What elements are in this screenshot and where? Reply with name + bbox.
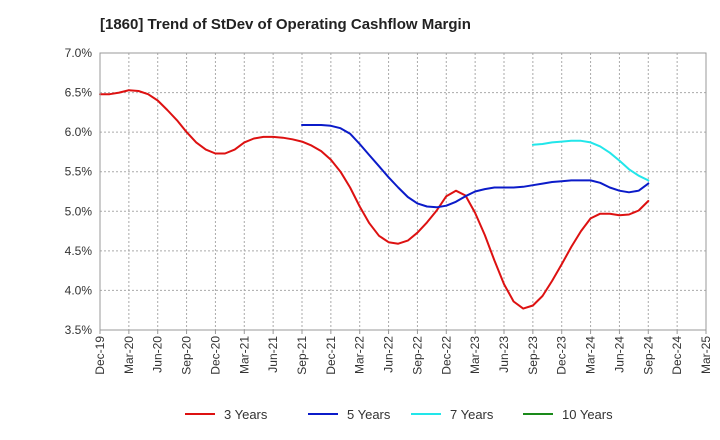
x-tick-label: Mar-24 bbox=[584, 336, 598, 374]
legend: 3 Years 5 Years 7 Years 10 Years bbox=[185, 407, 613, 422]
x-tick-label: Sep-20 bbox=[180, 336, 194, 375]
plot-area-border bbox=[99, 52, 707, 331]
x-tick-label: Jun-21 bbox=[266, 336, 280, 373]
legend-label-5-years: 5 Years bbox=[347, 407, 391, 422]
series-line-7-years bbox=[531, 139, 650, 182]
x-tick-label: Dec-19 bbox=[93, 336, 107, 375]
y-tick-label: 5.0% bbox=[65, 204, 93, 218]
x-tick-label: Sep-23 bbox=[526, 336, 540, 375]
x-tick-label: Jun-20 bbox=[151, 336, 165, 373]
y-axis: 3.5% 4.0% 4.5% 5.0% 5.5% 6.0% 6.5% 7.0% bbox=[65, 46, 93, 337]
series-line-3-years bbox=[99, 89, 650, 310]
chart-title: [1860] Trend of StDev of Operating Cashf… bbox=[100, 16, 471, 33]
x-tick-label: Mar-22 bbox=[353, 336, 367, 374]
x-tick-label: Dec-20 bbox=[208, 336, 222, 375]
series-line-5-years bbox=[301, 124, 650, 209]
y-tick-label: 3.5% bbox=[65, 323, 93, 337]
y-tick-label: 4.5% bbox=[65, 244, 93, 258]
legend-label-3-years: 3 Years bbox=[224, 407, 268, 422]
x-tick-label: Mar-23 bbox=[468, 336, 482, 374]
x-tick-label: Mar-21 bbox=[237, 336, 251, 374]
x-tick-label: Sep-22 bbox=[410, 336, 424, 375]
x-tick-label: Dec-22 bbox=[439, 336, 453, 375]
x-tick-label: Jun-24 bbox=[612, 336, 626, 373]
x-tick-label: Jun-23 bbox=[497, 336, 511, 373]
y-tick-label: 7.0% bbox=[65, 46, 93, 60]
x-tick-label: Dec-23 bbox=[555, 336, 569, 375]
legend-label-10-years: 10 Years bbox=[562, 407, 613, 422]
x-axis: Dec-19 Mar-20 Jun-20 Sep-20 Dec-20 Mar-21 Jun-… bbox=[93, 330, 713, 375]
y-tick-label: 6.5% bbox=[65, 86, 93, 100]
y-tick-label: 5.5% bbox=[65, 165, 93, 179]
x-tick-label: Sep-21 bbox=[295, 336, 309, 375]
x-tick-label: Mar-25 bbox=[699, 336, 713, 374]
x-tick-label: Mar-20 bbox=[122, 336, 136, 374]
grid-lines bbox=[100, 53, 706, 330]
legend-label-7-years: 7 Years bbox=[450, 407, 494, 422]
y-tick-label: 6.0% bbox=[65, 125, 93, 139]
y-tick-label: 4.0% bbox=[65, 283, 93, 297]
x-tick-label: Dec-21 bbox=[324, 336, 338, 375]
series-lines bbox=[99, 89, 650, 310]
x-tick-label: Sep-24 bbox=[641, 336, 655, 375]
x-tick-label: Dec-24 bbox=[670, 336, 684, 375]
x-tick-label: Jun-22 bbox=[382, 336, 396, 373]
